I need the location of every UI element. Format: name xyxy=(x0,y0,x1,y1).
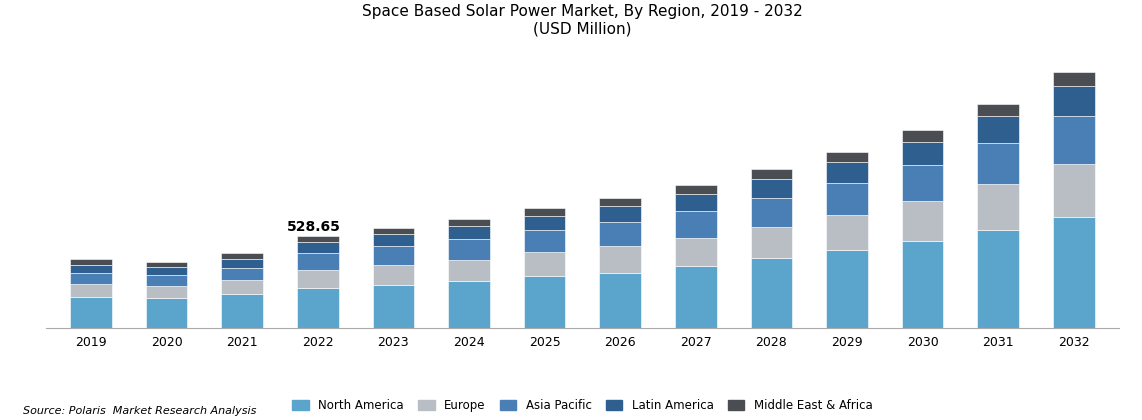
Bar xyxy=(448,219,490,226)
Bar xyxy=(675,266,717,328)
Bar xyxy=(978,184,1019,230)
Bar xyxy=(372,228,415,234)
Bar xyxy=(600,222,641,246)
Bar xyxy=(675,194,717,211)
Bar xyxy=(297,288,339,328)
Bar xyxy=(750,169,793,179)
Bar xyxy=(524,230,565,252)
Bar xyxy=(297,270,339,288)
Bar xyxy=(826,152,868,162)
Bar xyxy=(902,130,943,142)
Bar xyxy=(826,249,868,328)
Bar xyxy=(600,273,641,328)
Bar xyxy=(978,104,1019,116)
Bar xyxy=(1053,72,1094,87)
Bar xyxy=(1053,116,1094,164)
Bar xyxy=(675,237,717,266)
Bar xyxy=(71,273,112,284)
Bar xyxy=(71,284,112,297)
Bar xyxy=(675,185,717,194)
Bar xyxy=(600,198,641,206)
Bar xyxy=(750,258,793,328)
Bar xyxy=(222,259,263,268)
Bar xyxy=(902,241,943,328)
Bar xyxy=(448,239,490,260)
Bar xyxy=(146,275,187,286)
Bar xyxy=(675,211,717,237)
Bar xyxy=(750,227,793,258)
Bar xyxy=(297,253,339,270)
Bar xyxy=(297,236,339,242)
Bar xyxy=(524,276,565,328)
Bar xyxy=(826,215,868,249)
Bar xyxy=(1053,87,1094,116)
Bar xyxy=(222,280,263,294)
Bar xyxy=(146,268,187,275)
Bar xyxy=(71,297,112,328)
Bar xyxy=(146,286,187,298)
Bar xyxy=(372,234,415,246)
Bar xyxy=(146,262,187,268)
Bar xyxy=(902,202,943,241)
Bar xyxy=(902,165,943,202)
Bar xyxy=(372,246,415,265)
Bar xyxy=(448,226,490,239)
Bar xyxy=(600,246,641,273)
Bar xyxy=(71,265,112,273)
Bar xyxy=(826,162,868,183)
Bar xyxy=(524,215,565,230)
Bar xyxy=(524,208,565,215)
Legend: North America, Europe, Asia Pacific, Latin America, Middle East & Africa: North America, Europe, Asia Pacific, Lat… xyxy=(288,394,877,417)
Bar xyxy=(600,206,641,222)
Bar xyxy=(826,183,868,215)
Bar xyxy=(71,259,112,265)
Text: Source: Polaris  Market Research Analysis: Source: Polaris Market Research Analysis xyxy=(23,406,256,416)
Bar xyxy=(750,179,793,198)
Bar xyxy=(1053,164,1094,217)
Bar xyxy=(524,252,565,276)
Bar xyxy=(372,285,415,328)
Bar xyxy=(146,298,187,328)
Bar xyxy=(750,198,793,227)
Bar xyxy=(222,268,263,280)
Title: Space Based Solar Power Market, By Region, 2019 - 2032
(USD Million): Space Based Solar Power Market, By Regio… xyxy=(362,4,803,37)
Bar xyxy=(978,143,1019,184)
Bar xyxy=(222,294,263,328)
Bar xyxy=(448,260,490,281)
Bar xyxy=(978,116,1019,143)
Bar xyxy=(372,265,415,285)
Bar xyxy=(222,253,263,259)
Bar xyxy=(902,142,943,165)
Bar xyxy=(1053,217,1094,328)
Bar xyxy=(978,230,1019,328)
Text: 528.65: 528.65 xyxy=(287,220,341,234)
Bar xyxy=(297,242,339,253)
Bar xyxy=(448,281,490,328)
